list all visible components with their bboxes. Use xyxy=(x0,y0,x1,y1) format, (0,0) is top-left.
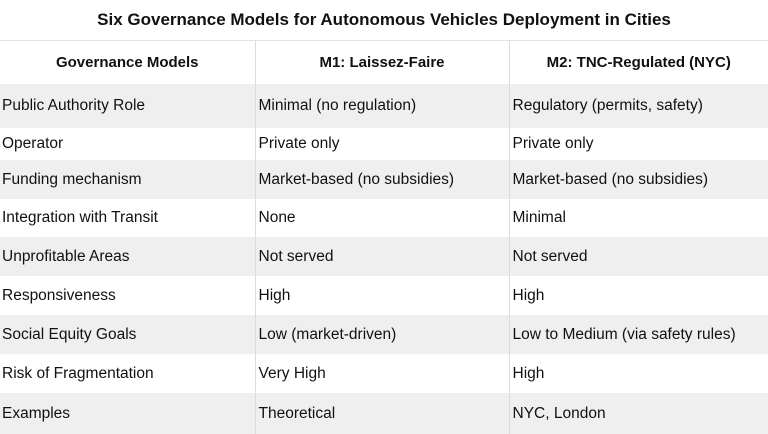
row-label: Unprofitable Areas xyxy=(0,237,255,276)
cell-m2: High xyxy=(508,276,768,315)
cell-m2: Private only xyxy=(508,128,768,160)
cell-m2: Regulatory (permits, safety) xyxy=(508,84,768,128)
row-label: Funding mechanism xyxy=(0,160,255,199)
cell-m2: Minimal xyxy=(508,199,768,237)
cell-m2: NYC, London xyxy=(508,393,768,434)
governance-table: Governance Models M1: Laissez-Faire M2: … xyxy=(0,40,768,434)
table-row: Social Equity Goals Low (market-driven) … xyxy=(0,315,768,354)
cell-m2: Not served xyxy=(508,237,768,276)
table-row: Operator Private only Private only xyxy=(0,128,768,160)
cell-m1: Theoretical xyxy=(254,393,509,434)
table-row: Funding mechanism Market-based (no subsi… xyxy=(0,160,768,199)
column-header-m2: M2: TNC-Regulated (NYC) xyxy=(508,40,768,84)
cell-m1: Very High xyxy=(254,354,509,393)
header-row: Governance Models M1: Laissez-Faire M2: … xyxy=(0,40,768,84)
table-row: Integration with Transit None Minimal xyxy=(0,199,768,237)
row-label: Integration with Transit xyxy=(0,199,255,237)
table-row: Examples Theoretical NYC, London xyxy=(0,393,768,434)
column-header-m1: M1: Laissez-Faire xyxy=(254,40,509,84)
table-row: Risk of Fragmentation Very High High xyxy=(0,354,768,393)
row-label: Social Equity Goals xyxy=(0,315,255,354)
cell-m2: Low to Medium (via safety rules) xyxy=(508,315,768,354)
cell-m2: Market-based (no subsidies) xyxy=(508,160,768,199)
row-label: Operator xyxy=(0,128,255,160)
cell-m1: Private only xyxy=(254,128,509,160)
cell-m1: Market-based (no subsidies) xyxy=(254,160,509,199)
cell-m1: Not served xyxy=(254,237,509,276)
row-label: Responsiveness xyxy=(0,276,255,315)
cell-m1: None xyxy=(254,199,509,237)
cell-m1: High xyxy=(254,276,509,315)
table-row: Unprofitable Areas Not served Not served xyxy=(0,237,768,276)
row-label: Public Authority Role xyxy=(0,84,255,128)
column-header-governance-models: Governance Models xyxy=(0,40,255,84)
cell-m2: High xyxy=(508,354,768,393)
cell-m1: Minimal (no regulation) xyxy=(254,84,509,128)
row-label: Examples xyxy=(0,393,255,434)
table-row: Public Authority Role Minimal (no regula… xyxy=(0,84,768,128)
row-label: Risk of Fragmentation xyxy=(0,354,255,393)
page-title: Six Governance Models for Autonomous Veh… xyxy=(97,10,671,29)
table-row: Responsiveness High High xyxy=(0,276,768,315)
cell-m1: Low (market-driven) xyxy=(254,315,509,354)
